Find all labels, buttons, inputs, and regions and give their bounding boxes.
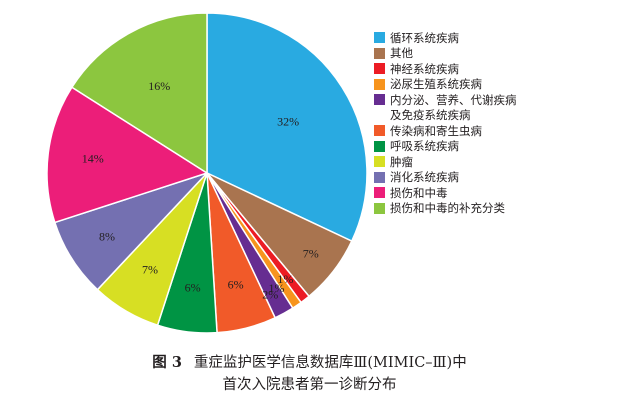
pie-chart: 32%7%1%1%2%6%6%7%8%14%16% xyxy=(46,12,368,334)
figure-number: 图 3 xyxy=(152,354,182,371)
pie-slice-1 xyxy=(206,12,368,243)
legend-label-7: 呼吸系统疾病 xyxy=(390,139,459,154)
figure-caption: 图 3 重症监护医学信息数据库Ⅲ(MIMIC–Ⅲ)中 首次入院患者第一诊断分布 xyxy=(0,352,619,396)
legend-swatch-8 xyxy=(374,156,385,168)
caption-line-1: 图 3 重症监护医学信息数据库Ⅲ(MIMIC–Ⅲ)中 xyxy=(0,352,619,374)
legend-label-9: 消化系统疾病 xyxy=(390,170,459,185)
pie-slice-11 xyxy=(70,12,208,175)
legend-item-1: 循环系统疾病 xyxy=(374,30,517,46)
legend-item-9: 消化系统疾病 xyxy=(374,170,517,186)
slice-value-label-10: 14% xyxy=(82,152,104,166)
pie-slice-10 xyxy=(46,86,209,224)
slice-value-label-5: 2% xyxy=(262,288,278,302)
legend-label-3: 神经系统疾病 xyxy=(390,61,459,76)
legend-item-5-continued: 及免疫系统疾病 xyxy=(374,108,517,124)
slice-value-label-2: 7% xyxy=(303,246,319,260)
legend-item-4: 泌尿生殖系统疾病 xyxy=(374,77,517,93)
caption-title-line-1: 重症监护医学信息数据库Ⅲ(MIMIC–Ⅲ)中 xyxy=(193,355,467,371)
legend-item-7: 呼吸系统疾病 xyxy=(374,139,517,155)
slice-value-label-4: 1% xyxy=(269,281,285,295)
legend-label-2: 其他 xyxy=(390,46,413,61)
legend-label-1: 循环系统疾病 xyxy=(390,30,459,45)
legend-label-5-line-2: 及免疫系统疾病 xyxy=(390,108,471,123)
legend-swatch-4 xyxy=(374,78,385,90)
slice-value-label-8: 7% xyxy=(142,262,158,276)
slice-value-label-11: 16% xyxy=(148,79,170,93)
legend-label-8: 肿瘤 xyxy=(390,154,413,169)
legend-swatch-7 xyxy=(374,140,385,152)
legend-item-2: 其他 xyxy=(374,46,517,62)
legend-swatch-3 xyxy=(374,63,385,75)
legend-swatch-2 xyxy=(374,47,385,59)
legend-item-6: 传染病和寄生虫病 xyxy=(374,123,517,139)
legend-label-6: 传染病和寄生虫病 xyxy=(390,123,482,138)
slice-value-label-9: 8% xyxy=(99,229,115,243)
legend-item-11: 损伤和中毒的补充分类 xyxy=(374,201,517,217)
legend-item-8: 肿瘤 xyxy=(374,154,517,170)
legend-swatch-11 xyxy=(374,202,385,214)
legend-label-4: 泌尿生殖系统疾病 xyxy=(390,77,482,92)
chart-legend: 循环系统疾病 其他 神经系统疾病 泌尿生殖系统疾病 内分泌、营养、代谢疾病 及免疫系统疾病… xyxy=(374,30,517,216)
caption-title-line-2: 首次入院患者第一诊断分布 xyxy=(222,377,397,393)
legend-swatch-1 xyxy=(374,32,385,44)
slice-value-label-3: 1% xyxy=(277,272,293,286)
slice-value-label-1: 32% xyxy=(277,115,299,129)
legend-swatch-10 xyxy=(374,187,385,199)
legend-item-5: 内分泌、营养、代谢疾病 xyxy=(374,92,517,108)
slice-value-label-7: 6% xyxy=(185,280,201,294)
legend-swatch-5 xyxy=(374,94,385,106)
legend-label-11: 损伤和中毒的补充分类 xyxy=(390,201,505,216)
legend-item-3: 神经系统疾病 xyxy=(374,61,517,77)
slice-value-label-6: 6% xyxy=(228,278,244,292)
legend-swatch-9 xyxy=(374,171,385,183)
caption-line-2: 首次入院患者第一诊断分布 xyxy=(0,374,619,396)
legend-item-10: 损伤和中毒 xyxy=(374,185,517,201)
legend-label-10: 损伤和中毒 xyxy=(390,185,448,200)
legend-swatch-6 xyxy=(374,125,385,137)
legend-label-5: 内分泌、营养、代谢疾病 xyxy=(390,92,517,107)
